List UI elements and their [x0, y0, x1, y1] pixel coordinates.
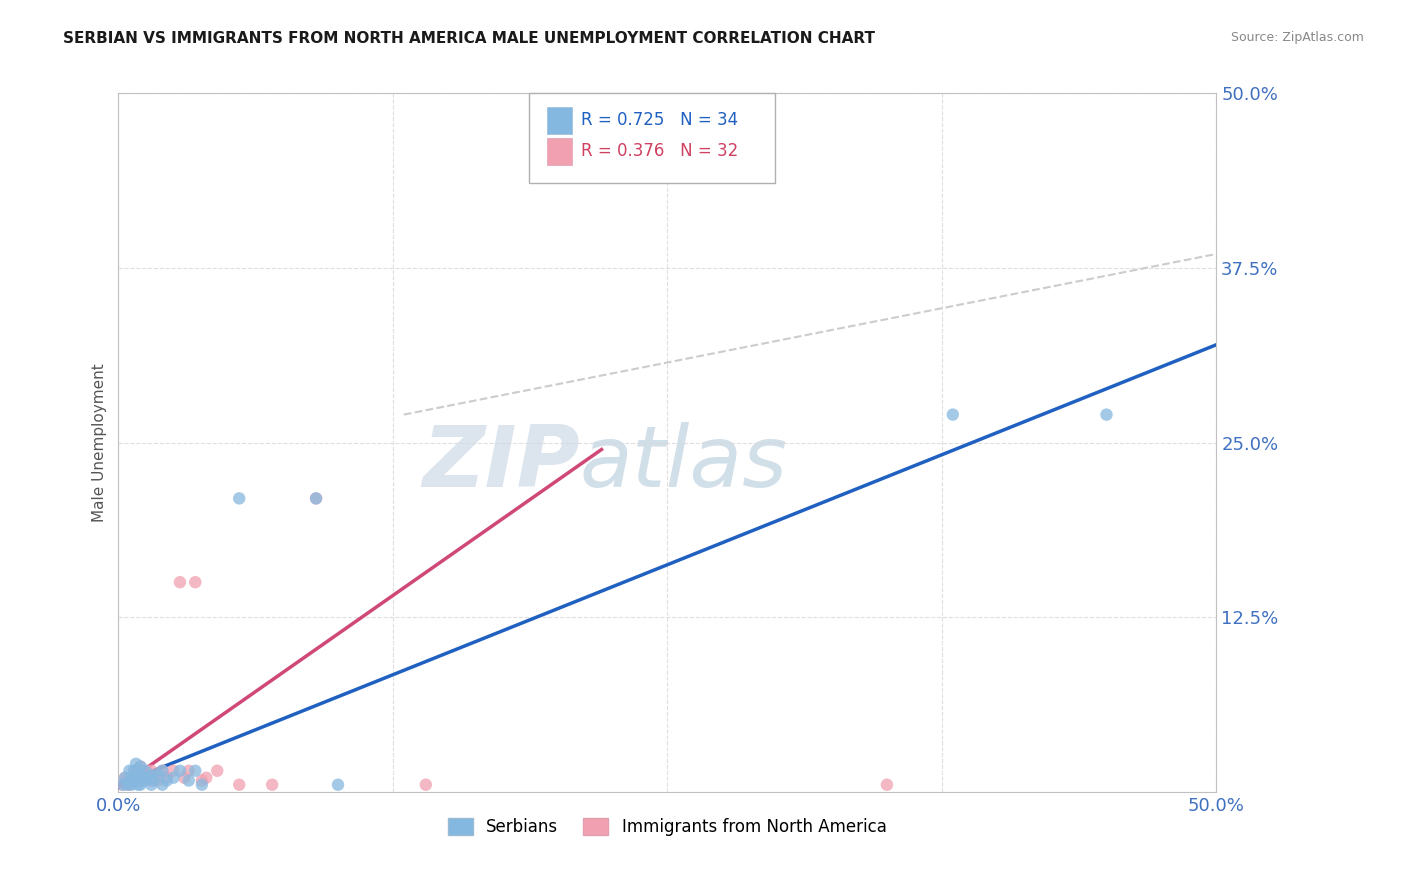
Point [129, 759, 152, 773]
Point [191, 778, 214, 792]
Point [142, 773, 165, 788]
Point [162, 764, 184, 778]
Point [228, 491, 250, 506]
Point [125, 756, 148, 771]
Point [136, 771, 159, 785]
Point [177, 773, 200, 788]
Point [1095, 408, 1118, 422]
Point [146, 768, 169, 782]
Point [169, 575, 191, 590]
Point [162, 771, 184, 785]
Point [121, 778, 143, 792]
Point [191, 773, 214, 788]
Point [129, 759, 152, 773]
Point [129, 778, 152, 792]
Point [121, 771, 143, 785]
Point [125, 771, 148, 785]
Legend: Serbians, Immigrants from North America: Serbians, Immigrants from North America [441, 811, 893, 843]
Point [876, 778, 898, 792]
Point [118, 764, 141, 778]
Point [114, 771, 136, 785]
Point [150, 764, 173, 778]
Point [195, 771, 218, 785]
Point [111, 778, 134, 792]
Point [122, 764, 145, 778]
Point [150, 764, 173, 778]
Point [207, 764, 229, 778]
Point [134, 764, 156, 778]
Point [141, 768, 163, 782]
Point [122, 768, 145, 782]
Point [114, 771, 136, 785]
Point [169, 764, 191, 778]
Point [118, 773, 141, 788]
Point [129, 768, 152, 782]
Point [111, 778, 134, 792]
Point [415, 778, 437, 792]
Point [262, 778, 284, 792]
Point [141, 778, 163, 792]
Point [150, 778, 173, 792]
Point [118, 778, 141, 792]
Point [156, 773, 179, 788]
Point [125, 764, 148, 778]
Text: Source: ZipAtlas.com: Source: ZipAtlas.com [1230, 31, 1364, 45]
Point [125, 773, 148, 788]
Point [942, 408, 965, 422]
Point [184, 575, 207, 590]
Point [141, 764, 163, 778]
Point [127, 771, 149, 785]
Point [141, 773, 163, 788]
Point [134, 771, 156, 785]
Text: R = 0.376   N = 32: R = 0.376 N = 32 [581, 143, 738, 161]
Point [184, 764, 207, 778]
Point [156, 771, 179, 785]
Point [326, 778, 349, 792]
Point [136, 764, 159, 778]
Point [115, 778, 138, 792]
Point [129, 773, 152, 788]
Point [115, 773, 138, 788]
Text: R = 0.725   N = 34: R = 0.725 N = 34 [581, 112, 738, 129]
Text: SERBIAN VS IMMIGRANTS FROM NORTH AMERICA MALE UNEMPLOYMENT CORRELATION CHART: SERBIAN VS IMMIGRANTS FROM NORTH AMERICA… [63, 31, 876, 46]
Point [228, 778, 250, 792]
Point [305, 491, 328, 506]
Point [127, 778, 149, 792]
Point [122, 773, 145, 788]
Point [134, 773, 156, 788]
Point [142, 771, 165, 785]
Text: ZIP: ZIP [422, 422, 579, 505]
Point [146, 773, 169, 788]
Point [305, 491, 328, 506]
Point [177, 764, 200, 778]
Text: atlas: atlas [579, 422, 787, 505]
Y-axis label: Male Unemployment: Male Unemployment [93, 363, 107, 522]
Point [173, 771, 195, 785]
